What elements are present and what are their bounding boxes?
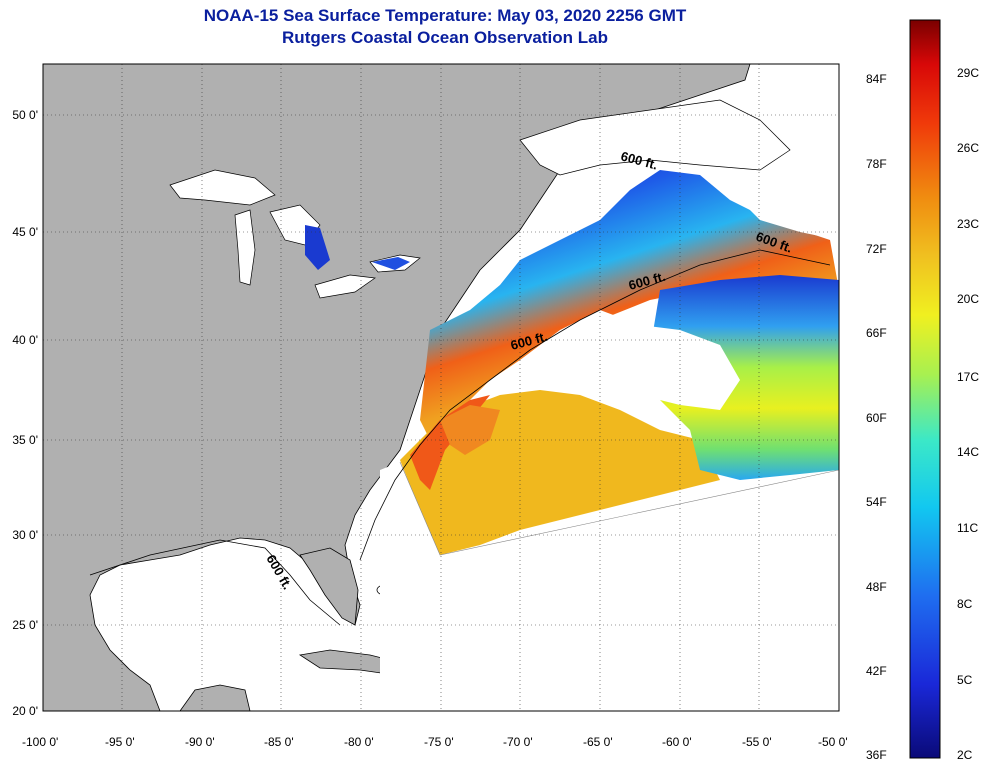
colorbar-f-label: 72F [866, 242, 887, 256]
lon-label: -85 0' [264, 735, 294, 749]
colorbar-c-label: 14C [957, 445, 980, 459]
lat-label: 30 0' [12, 528, 38, 542]
lon-label: -65 0' [583, 735, 613, 749]
gulf-st-lawrence [519, 99, 791, 176]
colorbar-c-label: 17C [957, 370, 980, 384]
colorbar-c-label: 26C [957, 141, 980, 155]
colorbar-f-label: 36F [866, 748, 887, 762]
sst-open-ocean [650, 275, 839, 480]
sst-cold-shelf [420, 170, 839, 440]
colorbar-f-label: 78F [866, 157, 887, 171]
colorbar-f-label: 42F [866, 664, 887, 678]
grid-lines [43, 64, 839, 711]
lon-label: -90 0' [185, 735, 215, 749]
yucatan [179, 684, 251, 711]
lon-label: -70 0' [503, 735, 533, 749]
colorbar [909, 19, 941, 759]
lon-label: -95 0' [105, 735, 135, 749]
lon-label: -80 0' [344, 735, 374, 749]
lat-label: 35 0' [12, 433, 38, 447]
colorbar-f-label: 48F [866, 580, 887, 594]
lon-label: -100 0' [22, 735, 59, 749]
lon-label: -75 0' [424, 735, 454, 749]
colorbar-c-label: 5C [957, 673, 973, 687]
map-title: NOAA-15 Sea Surface Temperature: May 03,… [203, 6, 687, 25]
lat-label: 25 0' [12, 618, 38, 632]
lon-label: -55 0' [742, 735, 772, 749]
colorbar-f-label: 66F [866, 326, 887, 340]
colorbar-f-label: 60F [866, 411, 887, 425]
lon-label: -60 0' [662, 735, 692, 749]
cloud-mask [520, 310, 740, 410]
lat-label: 20 0' [12, 704, 38, 718]
colorbar-c-label: 23C [957, 217, 980, 231]
map-frame [42, 63, 840, 712]
lat-label: 40 0' [12, 333, 38, 347]
colorbar-f-label: 84F [866, 72, 887, 86]
colorbar-c-label: 29C [957, 66, 980, 80]
colorbar-f-label: 54F [866, 495, 887, 509]
colorbar-c-label: 20C [957, 292, 980, 306]
lat-label: 50 0' [12, 108, 38, 122]
colorbar-c-label: 11C [957, 521, 979, 535]
depth-contour-line [89, 249, 831, 626]
lon-label: -50 0' [818, 735, 848, 749]
colorbar-c-label: 2C [957, 748, 973, 762]
colorbar-c-label: 8C [957, 597, 973, 611]
lat-label: 45 0' [12, 225, 38, 239]
map-subtitle: Rutgers Coastal Ocean Observation Lab [282, 28, 608, 47]
